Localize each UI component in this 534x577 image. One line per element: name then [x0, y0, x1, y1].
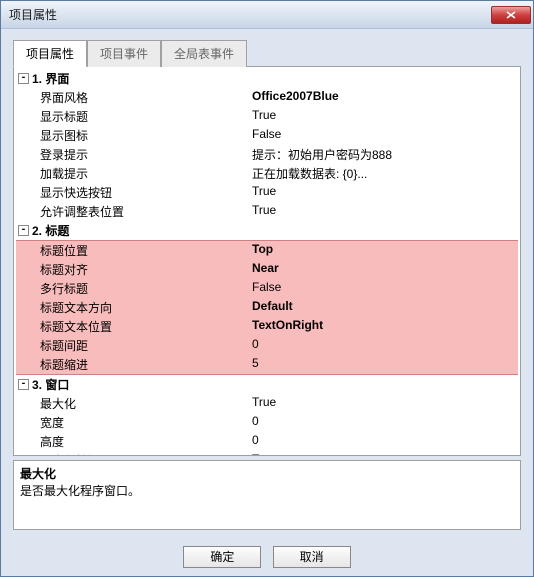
- content-area: 项目属性项目事件全局表事件 -1. 界面界面风格Office2007Blue显示…: [1, 29, 533, 538]
- property-value[interactable]: Office2007Blue: [248, 89, 518, 106]
- titlebar: 项目属性: [1, 1, 533, 29]
- property-value[interactable]: Top: [248, 242, 518, 259]
- collapse-icon[interactable]: -: [18, 379, 29, 390]
- button-row: 确定 取消: [1, 538, 533, 576]
- cancel-button[interactable]: 取消: [273, 546, 351, 568]
- tab-strip: 项目属性项目事件全局表事件: [13, 39, 521, 67]
- description-panel: 最大化 是否最大化程序窗口。: [13, 460, 521, 530]
- tab-0[interactable]: 项目属性: [13, 40, 87, 67]
- category-name: 1. 界面: [32, 70, 69, 87]
- ok-button[interactable]: 确定: [183, 546, 261, 568]
- property-label: 标题对齐: [16, 261, 248, 278]
- property-row[interactable]: 最大化按钮True: [16, 451, 518, 456]
- property-label: 加载提示: [16, 165, 248, 182]
- property-label: 界面风格: [16, 89, 248, 106]
- property-row[interactable]: 标题文本位置TextOnRight: [16, 317, 518, 336]
- property-row[interactable]: 标题位置Top: [16, 240, 518, 260]
- property-label: 标题文本位置: [16, 318, 248, 335]
- property-row[interactable]: 最大化True: [16, 394, 518, 413]
- tab-2[interactable]: 全局表事件: [161, 40, 247, 67]
- property-label: 标题缩进: [16, 356, 248, 373]
- category-header[interactable]: -3. 窗口: [16, 375, 518, 394]
- property-row[interactable]: 标题对齐Near: [16, 260, 518, 279]
- property-value[interactable]: 5: [248, 356, 518, 373]
- property-label: 登录提示: [16, 146, 248, 163]
- property-row[interactable]: 标题文本方向Default: [16, 298, 518, 317]
- property-value[interactable]: TextOnRight: [248, 318, 518, 335]
- property-label: 宽度: [16, 414, 248, 431]
- property-label: 标题间距: [16, 337, 248, 354]
- collapse-icon[interactable]: -: [18, 73, 29, 84]
- description-text: 是否最大化程序窗口。: [20, 482, 514, 499]
- property-row[interactable]: 显示标题True: [16, 107, 518, 126]
- property-row[interactable]: 宽度0: [16, 413, 518, 432]
- property-row[interactable]: 界面风格Office2007Blue: [16, 88, 518, 107]
- category-header[interactable]: -2. 标题: [16, 221, 518, 240]
- property-value[interactable]: Near: [248, 261, 518, 278]
- close-icon: [506, 11, 516, 19]
- property-label: 显示标题: [16, 108, 248, 125]
- property-row[interactable]: 标题间距0: [16, 336, 518, 355]
- property-row[interactable]: 显示图标False: [16, 126, 518, 145]
- property-value[interactable]: False: [248, 127, 518, 144]
- property-label: 显示图标: [16, 127, 248, 144]
- property-value[interactable]: True: [248, 395, 518, 412]
- property-value[interactable]: 提示：初始用户密码为888: [248, 146, 518, 163]
- tab-1[interactable]: 项目事件: [87, 40, 161, 67]
- property-row[interactable]: 登录提示提示：初始用户密码为888: [16, 145, 518, 164]
- property-label: 显示快选按钮: [16, 184, 248, 201]
- property-row[interactable]: 多行标题False: [16, 279, 518, 298]
- property-row[interactable]: 显示快选按钮True: [16, 183, 518, 202]
- property-label: 标题位置: [16, 242, 248, 259]
- property-row[interactable]: 加载提示正在加载数据表: {0}...: [16, 164, 518, 183]
- property-value[interactable]: False: [248, 280, 518, 297]
- property-value[interactable]: 0: [248, 337, 518, 354]
- description-title: 最大化: [20, 465, 514, 482]
- property-label: 标题文本方向: [16, 299, 248, 316]
- category-header[interactable]: -1. 界面: [16, 69, 518, 88]
- property-grid[interactable]: -1. 界面界面风格Office2007Blue显示标题True显示图标Fals…: [13, 67, 521, 456]
- property-value[interactable]: Default: [248, 299, 518, 316]
- property-row[interactable]: 标题缩进5: [16, 355, 518, 375]
- property-label: 多行标题: [16, 280, 248, 297]
- property-value[interactable]: 0: [248, 433, 518, 450]
- category-name: 3. 窗口: [32, 376, 69, 393]
- property-row[interactable]: 高度0: [16, 432, 518, 451]
- dialog: 项目属性 项目属性项目事件全局表事件 -1. 界面界面风格Office2007B…: [0, 0, 534, 577]
- property-row[interactable]: 允许调整表位置True: [16, 202, 518, 221]
- property-label: 最大化按钮: [16, 452, 248, 456]
- property-value[interactable]: True: [248, 203, 518, 220]
- property-value[interactable]: 正在加载数据表: {0}...: [248, 165, 518, 182]
- property-value[interactable]: True: [248, 108, 518, 125]
- property-value[interactable]: 0: [248, 414, 518, 431]
- property-label: 最大化: [16, 395, 248, 412]
- category-name: 2. 标题: [32, 222, 69, 239]
- property-label: 允许调整表位置: [16, 203, 248, 220]
- property-value[interactable]: True: [248, 184, 518, 201]
- property-value[interactable]: True: [248, 452, 518, 456]
- dialog-title: 项目属性: [9, 6, 491, 23]
- property-label: 高度: [16, 433, 248, 450]
- close-button[interactable]: [491, 6, 531, 24]
- collapse-icon[interactable]: -: [18, 225, 29, 236]
